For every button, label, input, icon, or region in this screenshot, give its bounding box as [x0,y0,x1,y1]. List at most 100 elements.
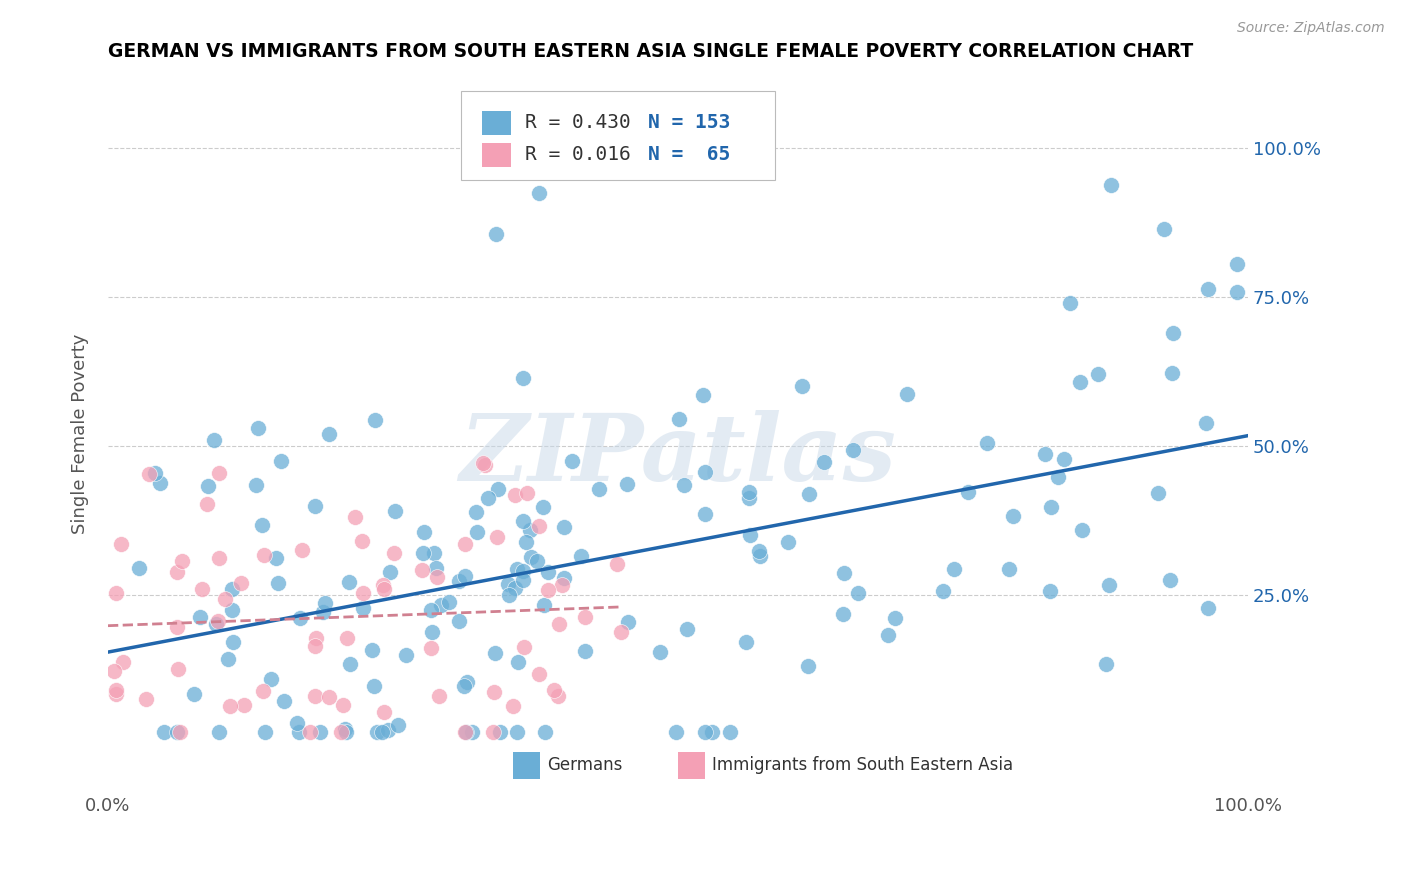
Point [1094,657,1116,671]
Point [1159,573,1181,587]
Point [693,508,716,522]
Point [454,569,477,583]
Point [515,535,537,549]
Point [884,611,907,625]
Point [569,549,592,564]
Point [502,698,524,713]
Point [1046,470,1069,484]
Point [536,583,558,598]
Point [420,641,443,656]
Point [166,620,188,634]
Point [505,562,527,576]
Point [105,682,128,697]
Point [335,725,357,739]
Point [485,227,508,241]
Point [834,566,856,581]
Point [312,606,335,620]
Point [205,617,228,632]
Point [1087,368,1109,382]
Point [318,690,340,705]
Point [513,640,536,654]
Point [1040,500,1063,515]
Point [738,484,761,499]
Point [484,684,506,698]
Point [350,533,373,548]
Point [377,723,399,737]
Point [233,698,256,713]
Point [533,725,555,739]
Point [380,565,402,579]
Point [740,527,762,541]
Point [498,587,520,601]
Point [190,582,212,596]
Point [797,659,820,673]
Point [737,491,759,505]
Point [778,535,800,549]
Point [105,687,128,701]
Point [208,551,231,566]
Point [503,581,526,595]
Point [748,543,770,558]
Point [588,482,610,496]
Point [648,645,671,659]
Point [695,725,717,739]
Point [512,573,534,587]
Point [998,562,1021,576]
Point [366,725,388,739]
Point [264,551,287,566]
Text: Germans: Germans [547,756,623,773]
Point [363,679,385,693]
FancyBboxPatch shape [678,752,706,779]
Point [290,611,312,625]
Point [486,482,509,496]
FancyBboxPatch shape [482,111,512,135]
Point [143,466,166,480]
Text: Immigrants from South Eastern Asia: Immigrants from South Eastern Asia [711,756,1014,773]
Text: GERMAN VS IMMIGRANTS FROM SOUTH EASTERN ASIA SINGLE FEMALE POVERTY CORRELATION C: GERMAN VS IMMIGRANTS FROM SOUTH EASTERN … [108,42,1194,61]
Point [503,488,526,502]
Point [252,683,274,698]
Point [332,698,354,712]
Point [543,682,565,697]
Point [1195,416,1218,430]
Point [506,656,529,670]
Point [512,514,534,528]
Point [202,433,225,447]
Point [792,379,814,393]
Point [260,672,283,686]
Point [461,725,484,739]
Point [797,487,820,501]
Point [718,725,741,739]
Point [956,484,979,499]
Point [426,570,449,584]
Point [217,652,239,666]
Point [553,520,575,534]
Point [305,631,328,645]
Text: Source: ZipAtlas.com: Source: ZipAtlas.com [1237,21,1385,35]
Point [668,411,690,425]
Point [373,578,395,592]
Point [1002,509,1025,524]
Point [1197,282,1219,296]
Point [453,725,475,739]
Point [304,639,326,653]
Point [188,609,211,624]
Point [832,607,855,621]
Point [533,598,555,612]
Point [664,725,686,739]
Point [387,718,409,732]
Point [692,388,714,402]
Point [1069,375,1091,389]
Point [454,536,477,550]
Point [482,725,505,739]
Point [208,466,231,480]
Point [896,387,918,401]
Point [395,648,418,662]
Point [166,725,188,739]
Point [336,631,359,645]
Point [842,442,865,457]
Point [610,625,633,640]
Point [197,479,219,493]
Point [474,458,496,473]
Point [337,574,360,589]
